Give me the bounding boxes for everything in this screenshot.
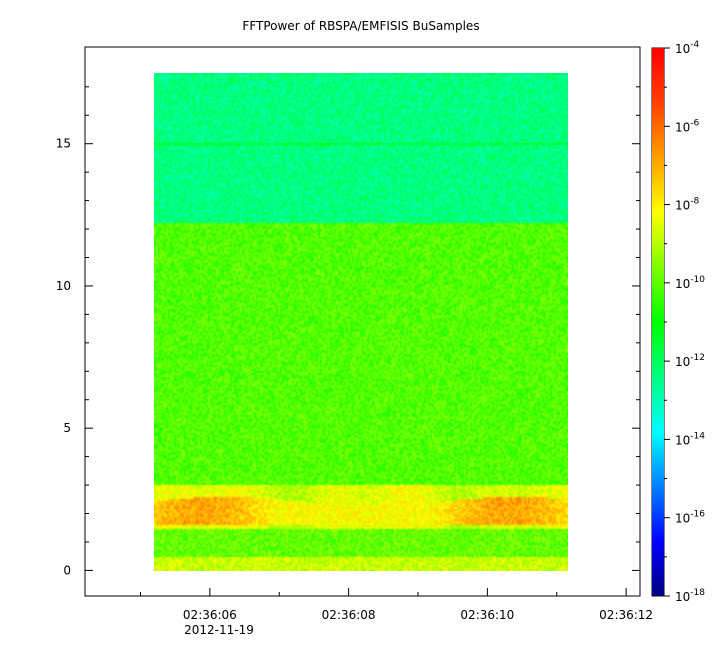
chart-title: FFTPower of RBSPA/EMFISIS BuSamples [242,19,479,33]
x-tick-label: 02:36:08 [322,608,376,622]
colorbar-tick-label: 10-6 [675,118,700,134]
x-axis: 02:36:06 02:36:08 02:36:10 02:36:12 [140,588,653,622]
colorbar-axis: 10-4 10-6 10-8 10-10 10-12 10-14 10-16 10-18 [664,40,705,604]
colorbar-tick-label: 10-8 [675,197,700,213]
y-tick-label: 0 [63,563,71,577]
x-tick-label: 02:36:06 [183,608,237,622]
y-axis: 0 5 10 15 [56,86,640,577]
y-tick-label: 10 [56,279,71,293]
colorbar-tick-label: 10-10 [675,275,705,291]
spectrogram-image [154,73,568,571]
y-tick-label: 5 [63,421,71,435]
colorbar-tick-label: 10-16 [675,510,705,526]
x-tick-label: 02:36:12 [599,608,653,622]
x-tick-label: 02:36:10 [460,608,514,622]
y-tick-label: 15 [56,137,71,151]
date-label: 2012-11-19 [184,623,254,637]
colorbar-tick-label: 10-4 [675,40,700,56]
colorbar-tick-label: 10-14 [675,431,705,447]
colorbar-tick-label: 10-12 [675,353,705,369]
colorbar-tick-label: 10-18 [675,588,705,604]
colorbar [652,48,664,596]
